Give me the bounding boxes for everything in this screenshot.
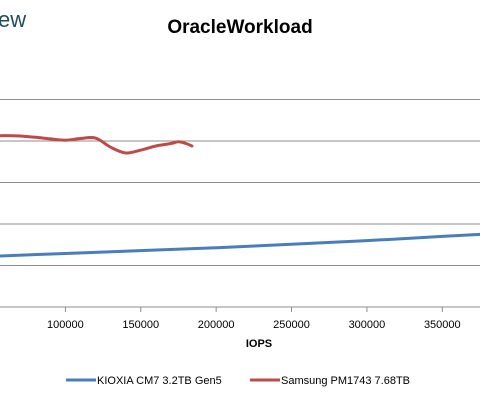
x-tick-label: 200000 xyxy=(198,319,235,331)
x-tick-label: 350000 xyxy=(424,319,461,331)
legend: KIOXIA CM7 3.2TB Gen5 Samsung PM1743 7.6… xyxy=(66,375,410,387)
series-line-1 xyxy=(0,134,194,155)
legend-label-kioxia: KIOXIA CM7 3.2TB Gen5 xyxy=(97,375,222,387)
gridlines xyxy=(0,99,480,266)
x-tick-label: 100000 xyxy=(47,319,84,331)
x-tick-label: 150000 xyxy=(122,319,159,331)
x-tick-label: 300000 xyxy=(349,319,386,331)
chart-title: OracleWorkload xyxy=(167,17,312,38)
x-axis-label: IOPS xyxy=(246,338,272,350)
logo-text: ew xyxy=(0,7,26,32)
legend-label-samsung: Samsung PM1743 7.68TB xyxy=(281,375,410,387)
x-tick-label: 250000 xyxy=(273,319,310,331)
x-axis-ticks: 100000 150000 200000 250000 300000 350000 xyxy=(47,307,461,331)
series-line-0 xyxy=(0,232,480,258)
series-lines xyxy=(0,134,480,258)
